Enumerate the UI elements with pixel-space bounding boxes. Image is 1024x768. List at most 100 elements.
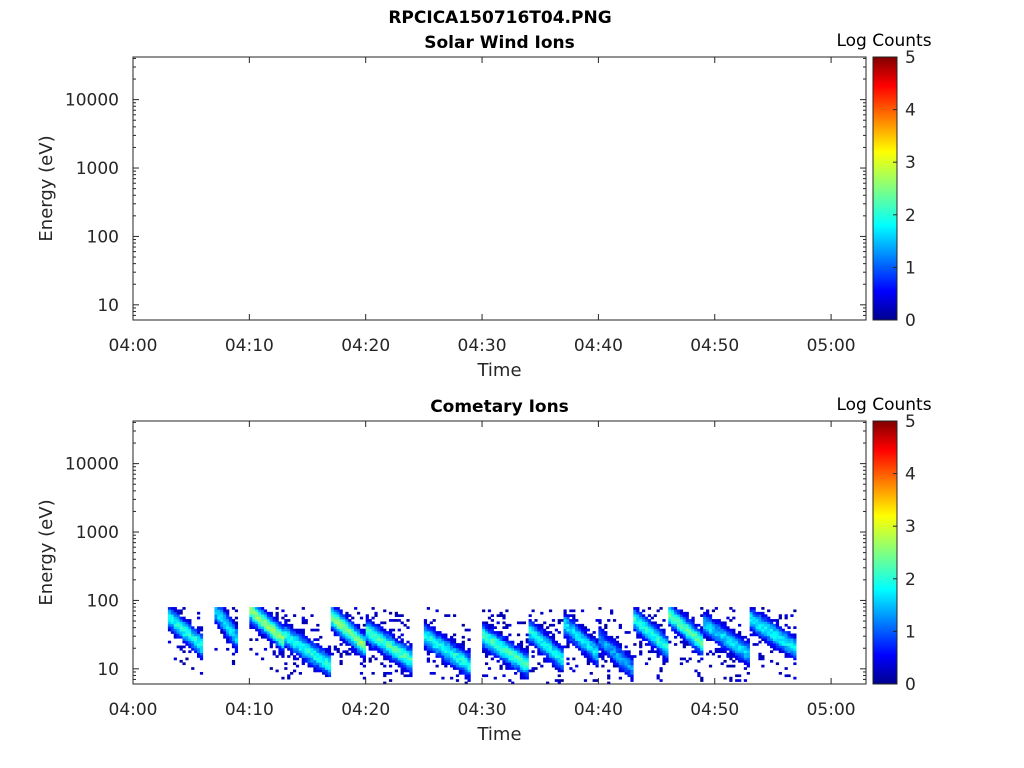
heatmap-cell (403, 647, 407, 651)
heatmap-cells (167, 607, 797, 685)
heatmap-cell (755, 619, 759, 622)
heatmap-cell (487, 626, 492, 629)
heatmap-cell (295, 650, 300, 654)
heatmap-cell (729, 679, 733, 682)
heatmap-cell (333, 607, 337, 610)
heatmap-cell (618, 662, 622, 666)
heatmap-cell (307, 647, 311, 651)
heatmap-cell (700, 635, 704, 639)
heatmap-cell (234, 626, 239, 629)
heatmap-cell (345, 623, 349, 627)
heatmap-cell (772, 623, 777, 627)
heatmap-cell (371, 616, 375, 620)
heatmap-cell (386, 657, 390, 661)
heatmap-cell (223, 623, 227, 627)
heatmap-cell (356, 645, 361, 649)
heatmap-cell (569, 631, 573, 634)
heatmap-cell (380, 638, 384, 642)
heatmap-cell (444, 643, 448, 646)
heatmap-cell (604, 652, 608, 656)
heatmap-cell (770, 650, 774, 654)
heatmap-cell (310, 664, 314, 668)
heatmap-cell (682, 621, 686, 625)
heatmap-cell (551, 638, 556, 642)
colorbar-tick-label: 0 (905, 311, 916, 331)
heatmap-cell (511, 652, 515, 656)
heatmap-cell (557, 659, 561, 663)
heatmap-cell (447, 645, 451, 649)
heatmap-cell (170, 616, 175, 620)
heatmap-cell (287, 643, 291, 646)
heatmap-cell (435, 652, 439, 656)
heatmap-cell (694, 635, 698, 639)
heatmap-cell (639, 631, 643, 634)
heatmap-cell (464, 650, 468, 654)
heatmap-cell (668, 619, 672, 622)
heatmap-cell (185, 657, 189, 661)
heatmap-cell (505, 655, 509, 658)
heatmap-cell (269, 614, 273, 617)
heatmap-cell (330, 609, 334, 613)
heatmap-cell (662, 645, 666, 649)
heatmap-cell (708, 628, 713, 632)
heatmap-cell (598, 635, 602, 639)
heatmap-cell (292, 614, 297, 617)
heatmap-cell (647, 650, 652, 654)
heatmap-cell (790, 652, 794, 656)
heatmap-cell (400, 638, 404, 642)
heatmap-cell (249, 616, 253, 620)
heatmap-cell (607, 638, 611, 642)
heatmap-cell (423, 623, 428, 627)
heatmap-cell (749, 614, 753, 617)
heatmap-cell (173, 607, 177, 610)
heatmap-cell (543, 652, 547, 656)
heatmap-cell (502, 652, 506, 656)
heatmap-cell (316, 643, 320, 646)
heatmap-cell (452, 650, 457, 654)
heatmap-cell (403, 650, 407, 654)
heatmap-cell (752, 626, 756, 629)
heatmap-cell (706, 614, 710, 617)
heatmap-cell (732, 635, 736, 639)
heatmap-cell (316, 659, 320, 663)
heatmap-cell (438, 638, 442, 642)
heatmap-cell (301, 650, 305, 654)
heatmap-cell (691, 623, 695, 627)
heatmap-cell (772, 631, 777, 634)
heatmap-cell (345, 631, 349, 634)
heatmap-cell (348, 640, 352, 644)
heatmap-cell (528, 619, 532, 622)
heatmap-cell (467, 671, 471, 675)
heatmap-cell (380, 643, 384, 646)
heatmap-cell (647, 607, 652, 610)
heatmap-cell (711, 638, 716, 642)
heatmap-cell (196, 643, 201, 646)
heatmap-cell (546, 631, 550, 634)
heatmap-cell (386, 671, 390, 675)
heatmap-cell (292, 647, 297, 651)
heatmap-cell (793, 633, 797, 637)
heatmap-cell (255, 621, 259, 625)
heatmap-cell (557, 650, 561, 654)
heatmap-cell (345, 626, 349, 629)
heatmap-cell (572, 640, 576, 644)
heatmap-cell (659, 647, 663, 651)
heatmap-cell (377, 650, 381, 654)
heatmap-cell (377, 631, 381, 634)
heatmap-cell (391, 643, 396, 646)
heatmap-cell (612, 643, 617, 646)
heatmap-cell (496, 652, 500, 656)
heatmap-cell (388, 659, 393, 663)
heatmap-cell (659, 607, 663, 610)
heatmap-cell (505, 657, 509, 661)
heatmap-cell (531, 626, 535, 629)
heatmap-cell (220, 611, 224, 615)
heatmap-cell (729, 640, 733, 644)
heatmap-cell (569, 635, 573, 639)
heatmap-cell (226, 609, 230, 613)
heatmap-cell (333, 609, 337, 613)
heatmap-cell (423, 647, 428, 651)
heatmap-cell (691, 616, 695, 620)
heatmap-cell (179, 619, 183, 622)
heatmap-cell (342, 628, 346, 632)
